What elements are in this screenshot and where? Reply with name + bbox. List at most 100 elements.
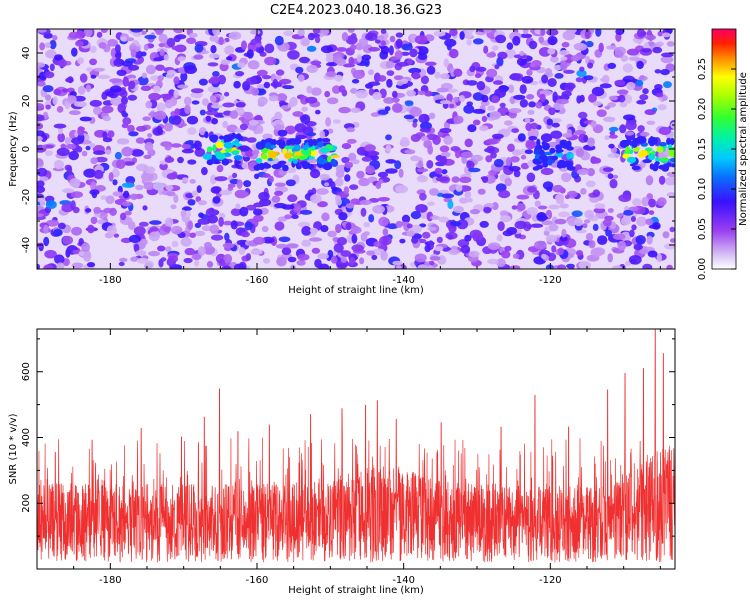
- heatmap-cell: [133, 243, 140, 253]
- heatmap-cell: [608, 134, 618, 139]
- heatmap-cell: [141, 72, 147, 79]
- heatmap-cell: [449, 29, 458, 37]
- heatmap-cell: [317, 201, 328, 208]
- heatmap-cell: [184, 96, 192, 106]
- heatmap-cell: [37, 180, 45, 188]
- heatmap-cell: [528, 40, 538, 50]
- heatmap-cell: [263, 81, 271, 89]
- heatmap-hotspot: [211, 160, 221, 165]
- heatmap-cell: [69, 110, 81, 116]
- heatmap-cell: [620, 55, 629, 62]
- heatmap-cell: [37, 29, 47, 33]
- heatmap-cell: [243, 111, 254, 120]
- heatmap-cell: [652, 222, 661, 230]
- heatmap-cell: [385, 159, 397, 164]
- heatmap-cell: [661, 32, 671, 38]
- heatmap-hotspot: [228, 134, 233, 142]
- heatmap-cell: [187, 220, 194, 231]
- heatmap-cell: [448, 224, 457, 233]
- heatmap-cell: [559, 236, 568, 242]
- heatmap-cell: [301, 239, 312, 247]
- colorbar-tick-label: 0.20: [697, 98, 708, 120]
- heatmap-cell: [529, 63, 536, 68]
- heatmap-cell: [666, 192, 675, 198]
- heatmap-cell: [661, 52, 674, 58]
- heatmap-cell: [399, 238, 406, 244]
- heatmap-cell: [333, 243, 344, 253]
- heatmap-cell: [255, 46, 265, 54]
- heatmap-cell: [207, 102, 214, 113]
- heatmap-cell: [226, 56, 233, 61]
- heatmap-cell: [626, 81, 636, 91]
- heatmap-cell: [327, 97, 339, 105]
- heatmap-cell: [630, 216, 637, 222]
- heatmap-cell: [563, 69, 575, 74]
- heatmap-cell: [194, 147, 206, 157]
- heatmap-cell: [473, 38, 484, 45]
- heatmap-cell: [144, 260, 154, 269]
- heatmap-cell: [375, 181, 382, 190]
- heatmap-cell: [222, 242, 235, 249]
- heatmap-cell: [593, 207, 606, 214]
- heatmap-cell: [534, 200, 541, 208]
- heatmap-cell: [530, 223, 544, 228]
- heatmap-cell: [90, 181, 97, 191]
- heatmap-hotspot: [219, 135, 225, 140]
- heatmap-cell: [344, 161, 354, 169]
- heatmap-hotspot: [547, 159, 553, 166]
- heatmap-cell: [253, 202, 265, 208]
- heatmap-cell: [460, 151, 473, 159]
- heatmap-cell: [100, 195, 107, 200]
- heatmap-cell: [350, 44, 357, 51]
- heatmap-cell: [233, 263, 246, 269]
- heatmap-cell: [577, 111, 588, 119]
- heatmap-cell: [598, 42, 604, 53]
- heatmap-hotspot: [660, 157, 669, 162]
- heatmap-cell: [609, 131, 616, 136]
- heatmap-cell: [243, 180, 252, 188]
- heatmap-cell: [257, 96, 268, 106]
- heatmap-cell: [414, 253, 427, 263]
- heatmap-cell: [230, 208, 242, 217]
- heatmap-cell: [427, 201, 435, 206]
- heatmap-cell: [495, 183, 507, 193]
- heatmap-cell: [128, 64, 140, 71]
- heatmap-cell: [355, 89, 369, 99]
- heatmap-hotspot: [204, 131, 209, 139]
- heatmap-cell: [205, 115, 212, 122]
- heatmap-cell: [81, 150, 88, 157]
- heatmap-cell: [507, 143, 515, 152]
- heatmap-cell: [510, 156, 520, 163]
- heatmap-cell: [79, 73, 88, 83]
- spectrogram-panel: -180 -160 -140 -120 -40 -20 0 20 40 Height of s…: [8, 28, 676, 296]
- heatmap-cell: [363, 231, 370, 236]
- heatmap-cell: [561, 228, 567, 238]
- heatmap-cell: [127, 124, 135, 133]
- heatmap-cell: [481, 94, 489, 103]
- x-tick-label: -140: [392, 275, 415, 286]
- heatmap-cell: [120, 212, 127, 221]
- heatmap-cell: [247, 60, 260, 70]
- heatmap-hotspot: [308, 138, 314, 147]
- heatmap-cell: [415, 204, 428, 213]
- heatmap-cell: [335, 223, 342, 234]
- heatmap-cell: [411, 72, 421, 80]
- heatmap-cell: [646, 235, 653, 245]
- heatmap-cell: [152, 85, 161, 93]
- heatmap-cell: [633, 243, 643, 251]
- heatmap-hotspot: [642, 159, 652, 164]
- heatmap-cell: [385, 144, 392, 152]
- heatmap-cell: [197, 218, 211, 225]
- heatmap-cell: [206, 261, 214, 268]
- heatmap-cell: [584, 209, 594, 219]
- heatmap-cell: [58, 59, 67, 68]
- heatmap-cell: [494, 88, 506, 98]
- heatmap-cell: [209, 35, 220, 42]
- heatmap-cell: [520, 154, 527, 160]
- heatmap-hotspot: [235, 143, 243, 147]
- heatmap-cell: [218, 216, 224, 227]
- heatmap-cell: [385, 134, 392, 141]
- heatmap-cell: [37, 185, 46, 194]
- heatmap-cell: [384, 106, 391, 112]
- spectrogram-y-axis-label: Frequency (Hz): [8, 111, 19, 187]
